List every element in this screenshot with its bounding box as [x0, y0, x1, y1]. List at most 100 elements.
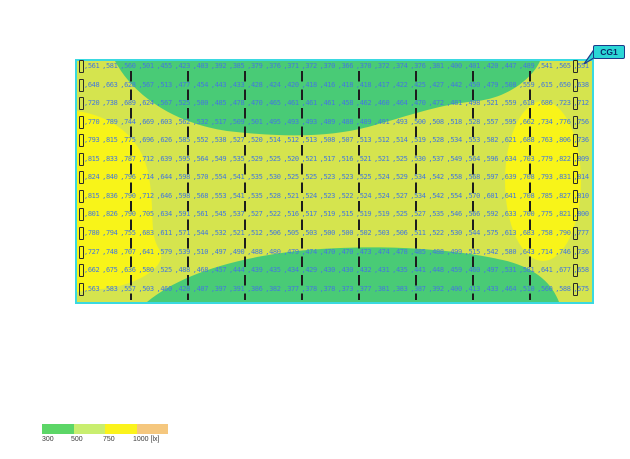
grid-value: ,836 [102, 191, 118, 200]
grid-value: ,479 [482, 80, 499, 89]
legend-threshold-label: 750 [103, 435, 115, 443]
grid-value: ,564 [192, 154, 209, 163]
grid-value: ,643 [519, 247, 535, 256]
grid-value: ,416 [319, 80, 336, 89]
surface-tag-cg1[interactable]: CG1 [593, 45, 625, 59]
legend-threshold-label: 500 [71, 435, 83, 443]
grid-value: ,519 [374, 210, 390, 219]
grid-value: ,794 [102, 228, 118, 237]
grid-value: ,376 [410, 62, 426, 70]
grid-value: ,501 [138, 62, 154, 70]
grid-value: ,560 [120, 62, 136, 70]
grid-value-row: ,727,748,707,641,579,539,510,497,490,488… [84, 248, 589, 257]
grid-value: ,770 [84, 117, 100, 126]
legend-color-bar [42, 424, 168, 434]
grid-value: ,458 [337, 99, 354, 108]
grid-value: ,474 [374, 247, 390, 256]
grid-value: ,800 [573, 210, 589, 219]
grid-value-row: ,824,840,796,714,644,598,570,554,541,535… [84, 173, 589, 182]
grid-value: ,787 [120, 154, 136, 163]
legend-threshold-label: 1000 [lx] [133, 435, 160, 443]
grid-value: ,500 [410, 117, 426, 126]
luminaire-symbol-left [79, 78, 84, 92]
grid-value: ,583 [102, 284, 118, 293]
luminaire-symbol-right [573, 134, 578, 148]
grid-value: ,537 [428, 154, 444, 163]
grid-value: ,513 [301, 136, 318, 145]
grid-value: ,477 [174, 80, 191, 89]
grid-value: ,459 [446, 266, 463, 275]
grid-value: ,738 [102, 99, 118, 108]
false-color-illuminance-map[interactable]: ,561,581,560,501,455,423,403,392,385,379… [75, 59, 594, 304]
grid-value: ,544 [464, 228, 481, 237]
grid-value: ,530 [446, 228, 463, 237]
grid-value: ,527 [410, 210, 426, 219]
grid-value: ,506 [265, 228, 281, 237]
grid-value: ,554 [446, 191, 463, 200]
grid-value: ,598 [174, 173, 191, 182]
grid-value: ,371 [283, 62, 299, 70]
grid-value: ,639 [500, 173, 517, 182]
grid-value: ,503 [138, 284, 154, 293]
grid-value-row: ,770,789,744,669,603,562,532,517,509,501… [84, 118, 589, 127]
grid-value: ,544 [192, 228, 209, 237]
grid-value: ,634 [156, 210, 173, 219]
grid-value: ,793 [84, 136, 100, 145]
luminaire-symbol-left [79, 152, 84, 166]
grid-value: ,522 [337, 191, 354, 200]
grid-value: ,785 [537, 191, 553, 200]
grid-value: ,377 [355, 284, 372, 293]
grid-value: ,517 [210, 117, 227, 126]
grid-value: ,780 [84, 228, 100, 237]
grid-value: ,493 [283, 117, 299, 126]
grid-value: ,790 [120, 210, 136, 219]
grid-value: ,779 [537, 154, 553, 163]
grid-value: ,528 [265, 191, 281, 200]
grid-value: ,815 [84, 191, 100, 200]
grid-value: ,418 [301, 80, 318, 89]
grid-value: ,525 [355, 173, 372, 182]
grid-value: ,513 [156, 80, 173, 89]
luminaire-line [130, 63, 132, 300]
grid-value: ,392 [210, 62, 227, 70]
grid-value: ,611 [156, 228, 173, 237]
grid-value: ,708 [519, 191, 535, 200]
grid-value: ,485 [210, 99, 227, 108]
grid-value: ,559 [519, 80, 535, 89]
grid-value: ,522 [428, 228, 444, 237]
grid-value: ,472 [428, 99, 444, 108]
grid-value: ,519 [355, 210, 372, 219]
grid-value: ,683 [519, 228, 535, 237]
legend-color-segment [136, 424, 168, 434]
grid-value: ,527 [392, 191, 408, 200]
grid-value: ,618 [519, 99, 535, 108]
grid-value: ,370 [319, 62, 336, 70]
grid-value: ,669 [138, 117, 154, 126]
grid-value: ,377 [283, 284, 299, 293]
grid-value: ,509 [229, 117, 245, 126]
grid-value: ,495 [265, 117, 281, 126]
grid-value: ,641 [500, 191, 517, 200]
grid-value: ,489 [355, 117, 372, 126]
grid-value: ,581 [102, 62, 118, 70]
grid-value: ,538 [210, 136, 227, 145]
luminaire-symbol-right [573, 115, 578, 129]
grid-value: ,570 [464, 191, 481, 200]
grid-value: ,500 [192, 99, 209, 108]
grid-value: ,525 [392, 154, 408, 163]
grid-value: ,535 [229, 154, 245, 163]
grid-value: ,381 [374, 284, 390, 293]
luminaire-symbol-left [79, 208, 84, 222]
grid-value: ,517 [301, 210, 318, 219]
grid-value: ,515 [464, 247, 481, 256]
grid-value: ,559 [500, 99, 517, 108]
grid-value: ,417 [374, 80, 390, 89]
grid-value: ,489 [519, 62, 535, 70]
grid-value: ,400 [446, 284, 463, 293]
grid-value: ,391 [229, 284, 245, 293]
grid-value: ,513 [355, 136, 372, 145]
grid-value: ,512 [374, 136, 390, 145]
grid-value: ,796 [120, 173, 136, 182]
grid-value: ,431 [374, 266, 390, 275]
grid-value: ,628 [120, 80, 136, 89]
